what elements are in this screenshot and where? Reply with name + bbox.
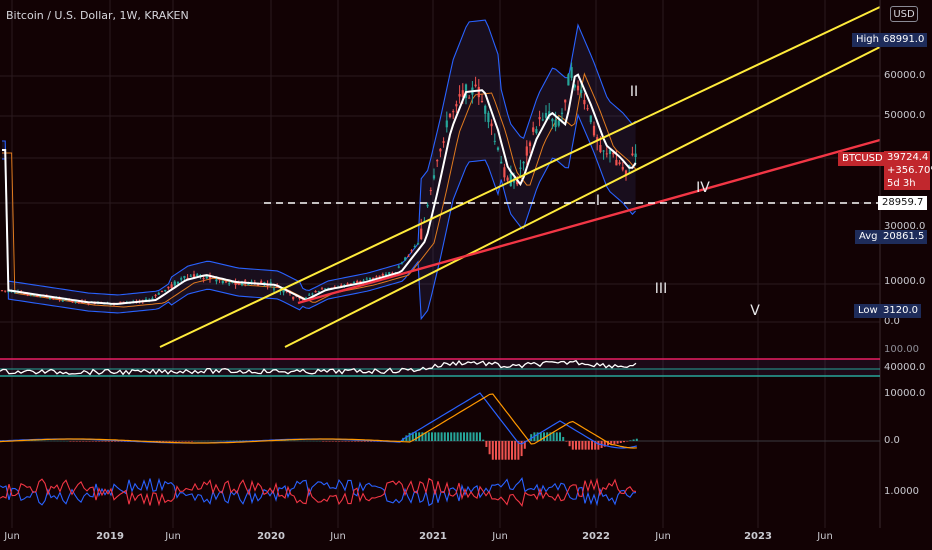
macd-axis-top: 10000.0 [884, 388, 926, 399]
time-tick: 2022 [582, 531, 610, 542]
low-value: 3120.0 [880, 304, 921, 318]
time-tick: 2019 [96, 531, 124, 542]
trendline-yellow-upper[interactable] [159, 6, 881, 348]
price-tick: 10000.0 [884, 276, 926, 287]
bollinger-lower [2, 113, 636, 321]
trendline-yellow-lower[interactable] [284, 46, 881, 348]
current-change: +356.70% [887, 165, 932, 176]
rsi-line [0, 359, 637, 376]
bollinger-upper [2, 19, 636, 296]
currency-button[interactable]: USD [890, 6, 918, 22]
rsi-band-fill [0, 359, 880, 376]
current-price-box: 39724.4 +356.70% 5d 3h [884, 151, 932, 190]
ratio-line-red [0, 477, 637, 507]
macd-axis-zero: 0.0 [884, 435, 900, 446]
avg-value: 20861.5 [880, 230, 928, 244]
price-tick: 60000.0 [884, 70, 926, 81]
time-tick: 2020 [257, 531, 285, 542]
current-symbol-tag: BTCUSD [838, 152, 887, 166]
rsi-axis-top: 100.00 [884, 344, 919, 355]
high-label: High [852, 33, 883, 47]
current-price: 39724.4 [887, 152, 929, 163]
wave-label-5: V [750, 303, 760, 319]
ratio-line-blue [0, 477, 637, 507]
avg-label: Avg [855, 230, 882, 244]
signal-line [0, 393, 637, 449]
time-tick: Jun [492, 531, 508, 542]
time-tick: 2023 [744, 531, 772, 542]
wave-label-1: I [595, 193, 601, 209]
high-value: 68991.0 [880, 33, 928, 47]
time-tick: Jun [330, 531, 346, 542]
bollinger-basis [2, 72, 636, 308]
macd-histogram [0, 432, 638, 460]
bollinger-band-fill [2, 20, 636, 319]
time-tick: Jun [4, 531, 20, 542]
price-tick: 50000.0 [884, 110, 926, 121]
low-label: Low [854, 304, 882, 318]
moving-average [2, 73, 637, 305]
symbol-title[interactable]: Bitcoin / U.S. Dollar, 1W, KRAKEN [6, 9, 189, 22]
trendline-red[interactable] [297, 138, 881, 305]
price-tick: 0.0 [884, 316, 900, 327]
hline-price-tag: 28959.7 [878, 196, 928, 210]
time-tick: Jun [165, 531, 181, 542]
price-tick: 30000.0 [884, 221, 926, 232]
price-tick: 40000.0 [884, 362, 926, 373]
wave-label-3: III [654, 281, 668, 297]
time-tick: 2021 [419, 531, 447, 542]
bar-countdown: 5d 3h [887, 178, 916, 189]
wave-label-4: IV [696, 180, 710, 196]
time-tick: Jun [655, 531, 671, 542]
time-tick: Jun [817, 531, 833, 542]
wave-label-2: II [629, 84, 639, 100]
ratio-axis-value: 1.0000 [884, 486, 919, 497]
